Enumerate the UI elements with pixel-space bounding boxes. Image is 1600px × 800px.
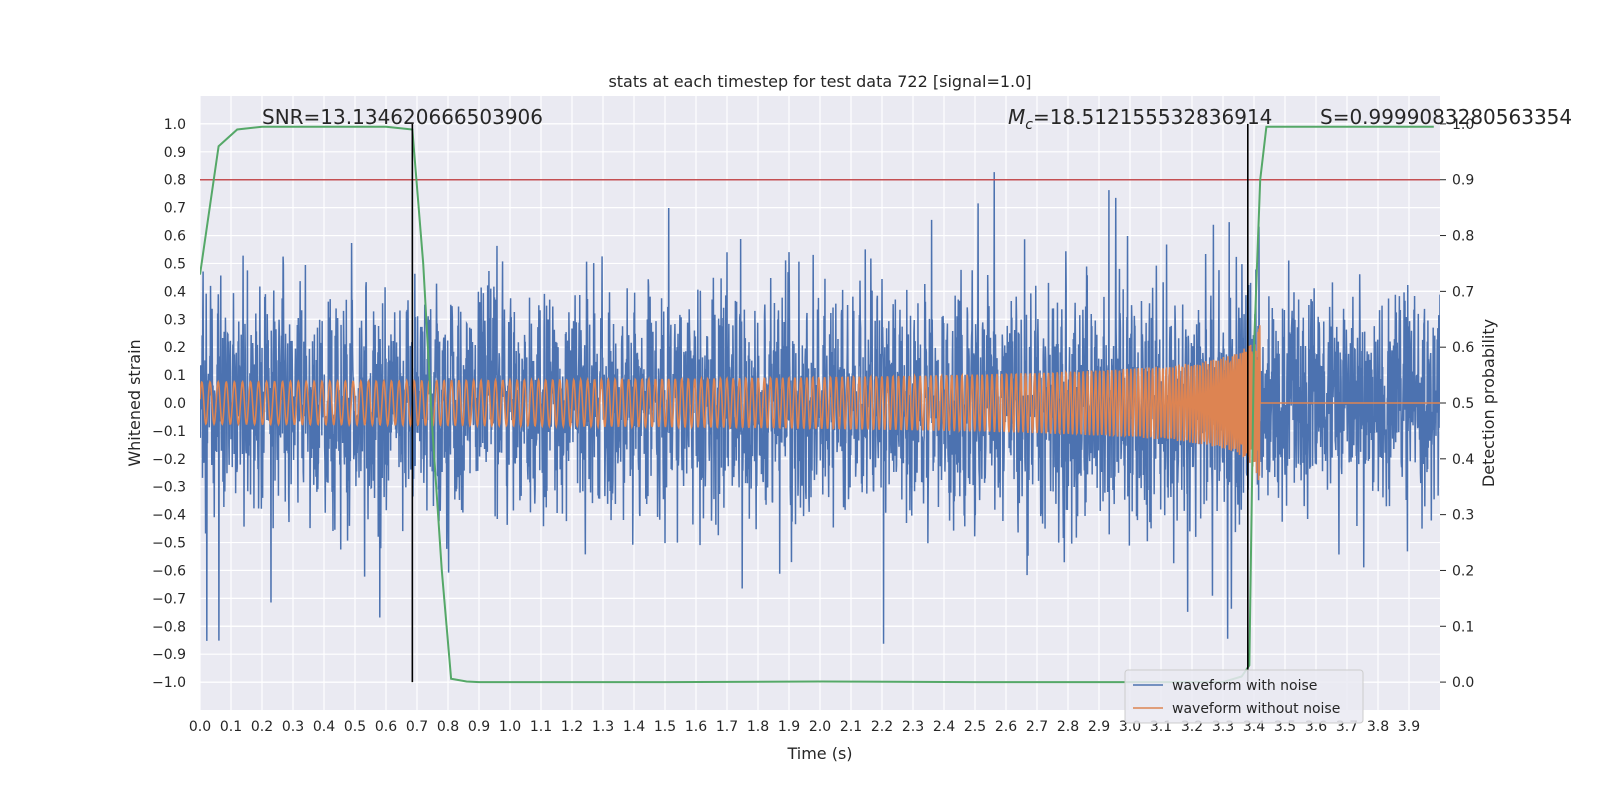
y2-tick-label: 0.7 [1452,284,1474,300]
y-tick-label: 0.8 [164,173,186,189]
x-tick-label: 2.6 [995,719,1017,735]
x-tick-label: 2.5 [964,719,986,735]
x-tick-label: 1.5 [654,719,676,735]
x-tick-label: 1.0 [499,719,521,735]
y-tick-label: −0.1 [152,424,186,440]
series-detection-probability [200,125,1434,684]
y-tick-label: 1.0 [164,117,186,133]
x-tick-label: 1.8 [747,719,769,735]
snr-annotation: SNR=13.134620666503906 [262,105,543,129]
x-axis-label: Time (s) [786,744,852,763]
x-tick-label: 0.7 [406,719,428,735]
x-tick-label: 2.2 [871,719,893,735]
y2-tick-label: 0.6 [1452,340,1474,356]
y-tick-label: −0.8 [152,619,186,635]
y-tick-label: 0.9 [164,145,186,161]
s-annotation: S=0.9999083280563354 [1320,105,1572,129]
legend-box [1124,669,1364,724]
x-tick-label: 0.8 [437,719,459,735]
y-tick-label: −0.4 [152,508,186,524]
x-tick-label: 0.3 [282,719,304,735]
y-axis-label: Whitened strain [125,339,144,466]
x-tick-label: 1.9 [778,719,800,735]
y-tick-label: 0.3 [164,312,186,328]
x-tick-label: 0.4 [313,719,335,735]
y2-tick-label: 0.0 [1452,675,1474,691]
x-tick-label: 2.3 [902,719,924,735]
y2-tick-label: 0.8 [1452,229,1474,245]
y2-tick-label: 1.0 [1452,117,1474,133]
x-tick-label: 2.1 [840,719,862,735]
series-layer [200,125,1440,684]
y-tick-label: 0.5 [164,256,186,272]
x-tick-label: 1.4 [623,719,645,735]
mc-subscript: c [1025,117,1033,133]
y2-tick-label: 0.5 [1452,396,1474,412]
y2-tick-label: 0.3 [1452,508,1474,524]
y-tick-label: −0.3 [152,480,186,496]
y-tick-label: 0.2 [164,340,186,356]
mc-value: =18.512155532836914 [1033,105,1272,129]
x-tick-label: 0.1 [220,719,242,735]
x-tick-label: 2.7 [1026,719,1048,735]
marker-layer [411,123,1249,683]
x-tick-label: 0.9 [468,719,490,735]
x-tick-label: 0.2 [251,719,273,735]
y-tick-label: 0.0 [164,396,186,412]
legend-label-clean: waveform without noise [1172,701,1340,717]
y-tick-label: −1.0 [152,675,186,691]
x-tick-label: 0.0 [189,719,211,735]
legend-label-noise: waveform with noise [1172,678,1317,694]
y-tick-label: −0.6 [152,563,186,579]
y2-tick-label: 0.9 [1452,173,1474,189]
x-tick-label: 3.8 [1367,719,1389,735]
x-tick-label: 0.6 [375,719,397,735]
mc-annotation: Mc=18.512155532836914 [1008,105,1272,133]
x-tick-label: 1.6 [685,719,707,735]
y2-tick-label: 0.1 [1452,619,1474,635]
x-tick-label: 2.8 [1057,719,1079,735]
y-tick-label: −0.5 [152,536,186,552]
x-tick-label: 1.2 [561,719,583,735]
x-tick-label: 1.7 [716,719,738,735]
y2-tick-label: 0.2 [1452,563,1474,579]
y-tick-label: 0.1 [164,368,186,384]
chart-title: stats at each timestep for test data 722… [608,72,1031,91]
tick-layer: 0.0 0.1 0.2 0.3 0.4 0.5 0.6 0.7 0.8 0.9 1.0 1.1 1.2 1… [152,117,1474,735]
legend: waveform with noise waveform without noi… [1124,669,1364,724]
x-tick-label: 2.4 [933,719,955,735]
y-tick-label: −0.2 [152,452,186,468]
series-waveform-without-noise [200,325,1440,481]
y-tick-label: 0.7 [164,201,186,217]
mc-symbol: M [1008,105,1025,129]
y-tick-label: −0.9 [152,647,186,663]
x-tick-label: 2.9 [1088,719,1110,735]
y2-axis-label: Detection probability [1479,319,1498,487]
y-tick-label: 0.4 [164,284,186,300]
y2-tick-label: 0.4 [1452,452,1474,468]
x-tick-label: 3.9 [1398,719,1420,735]
x-tick-label: 1.3 [592,719,614,735]
y-tick-label: 0.6 [164,229,186,245]
y-tick-label: −0.7 [152,591,186,607]
x-tick-label: 2.0 [809,719,831,735]
x-tick-label: 0.5 [344,719,366,735]
x-tick-label: 1.1 [530,719,552,735]
